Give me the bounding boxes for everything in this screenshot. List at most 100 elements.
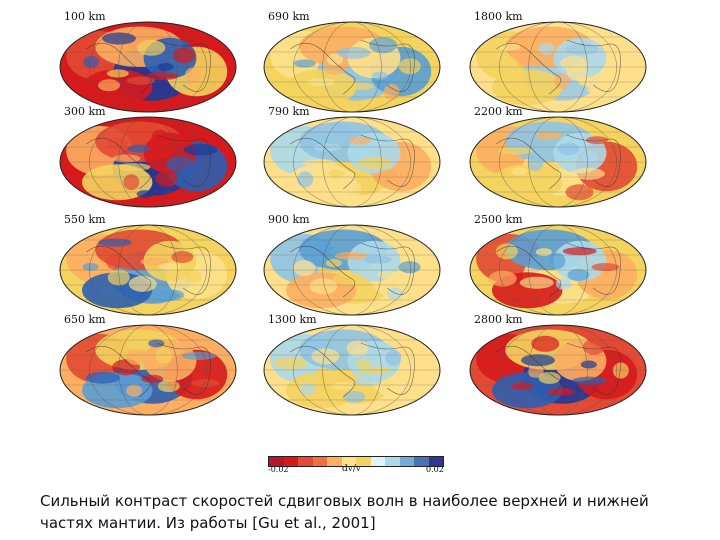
- anomaly-patch: [148, 339, 165, 348]
- anomaly-patch: [123, 174, 140, 191]
- map-outline: [469, 224, 647, 316]
- anomaly-patch: [581, 151, 598, 164]
- colorbar-title: dv/v: [342, 464, 361, 474]
- anomaly-patch: [531, 335, 560, 352]
- colorbar-swatch: [312, 457, 327, 466]
- anomaly-patch: [309, 278, 338, 295]
- graticule-line: [499, 225, 617, 315]
- anomaly-patch: [185, 270, 202, 283]
- anomaly-patch: [106, 137, 129, 150]
- graticule-line: [499, 22, 617, 112]
- anomaly-patch: [495, 243, 518, 260]
- anomaly-patch: [538, 42, 555, 55]
- anomaly-patch: [555, 277, 572, 290]
- anomaly-patch: [137, 39, 166, 56]
- anomaly-patch: [286, 372, 357, 409]
- coastline: [86, 138, 152, 190]
- anomaly-patch: [519, 87, 554, 96]
- depth-label: 300 km: [64, 105, 106, 118]
- coastline: [496, 138, 562, 190]
- anomaly-patch: [293, 59, 316, 68]
- coastline: [86, 246, 152, 298]
- tomography-map-2500-km: [469, 224, 647, 316]
- anomaly-patch: [349, 136, 372, 145]
- anomaly-patch: [332, 272, 367, 285]
- anomaly-patch: [140, 257, 169, 266]
- anomaly-patch: [101, 32, 136, 45]
- caption: Сильный контраст скоростей сдвиговых вол…: [40, 492, 649, 532]
- graticule-line: [499, 325, 617, 415]
- coastline: [496, 246, 562, 298]
- coastline: [86, 346, 152, 398]
- anomaly-patch: [116, 163, 151, 172]
- coastline: [566, 242, 621, 295]
- anomaly-patch: [398, 58, 421, 75]
- coastline: [290, 346, 356, 398]
- anomaly-patch: [181, 351, 216, 360]
- anomaly-patch: [567, 268, 590, 281]
- graticule-line: [528, 325, 588, 415]
- tomography-map-900-km: [263, 224, 441, 316]
- coastline: [496, 43, 562, 95]
- anomaly-patch: [527, 155, 544, 172]
- anomaly-patch: [82, 262, 99, 271]
- coastline: [156, 134, 211, 187]
- anomaly-patch: [363, 255, 392, 264]
- anomaly-patch: [82, 164, 153, 201]
- anomaly-patch: [326, 53, 343, 66]
- anomaly-patch: [85, 371, 120, 384]
- anomaly-patch: [158, 262, 181, 271]
- colorbar-swatch: [414, 457, 429, 466]
- anomaly-patch: [83, 55, 100, 68]
- coastline: [566, 39, 621, 92]
- depth-label: 2200 km: [474, 105, 523, 118]
- anomaly-patch: [336, 46, 371, 59]
- anomaly-patch: [334, 251, 369, 260]
- anomaly-patch: [157, 380, 180, 393]
- anomaly-patch: [355, 359, 372, 368]
- tomography-map-690-km: [263, 21, 441, 113]
- anomaly-patch: [155, 170, 178, 187]
- anomaly-patch: [323, 62, 346, 75]
- anomaly-patch: [372, 71, 389, 80]
- anomaly-patch: [566, 64, 589, 81]
- anomaly-patch: [144, 72, 179, 81]
- tomography-map-2200-km: [469, 116, 647, 208]
- colorbar-swatch: [385, 457, 400, 466]
- anomaly-patch: [339, 82, 374, 91]
- coastline: [290, 138, 356, 190]
- anomaly-patch: [537, 161, 560, 178]
- anomaly-patch: [127, 144, 150, 153]
- anomaly-patch: [582, 338, 605, 355]
- map-outline: [469, 21, 647, 113]
- anomaly-patch: [297, 171, 314, 188]
- depth-label: 1300 km: [268, 313, 317, 326]
- anomaly-patch: [535, 248, 552, 257]
- coastline: [86, 43, 152, 95]
- map-outline: [59, 224, 237, 316]
- graticule-line: [89, 117, 207, 207]
- anomaly-patch: [126, 384, 143, 397]
- tomography-map-2800-km: [469, 324, 647, 416]
- colorbar-swatch: [269, 457, 284, 466]
- anomaly-patch: [488, 270, 517, 287]
- coastline: [566, 134, 621, 187]
- coastline: [156, 342, 211, 395]
- anomaly-patch: [339, 180, 362, 197]
- graticule-line: [118, 117, 178, 207]
- anomaly-patch: [107, 269, 130, 286]
- graticule-line: [89, 225, 207, 315]
- anomaly-patch: [369, 37, 398, 54]
- anomaly-patch: [565, 184, 594, 201]
- anomaly-patch: [302, 159, 337, 168]
- anomaly-patch: [377, 270, 400, 279]
- anomaly-patch: [549, 253, 566, 270]
- anomaly-patch: [128, 275, 157, 292]
- graticule-line: [322, 22, 382, 112]
- anomaly-patch: [313, 143, 342, 152]
- anomaly-patch: [527, 365, 544, 378]
- anomaly-patch: [557, 142, 580, 155]
- anomaly-patch: [331, 124, 354, 137]
- graticule-line: [322, 225, 382, 315]
- anomaly-patch: [511, 382, 534, 391]
